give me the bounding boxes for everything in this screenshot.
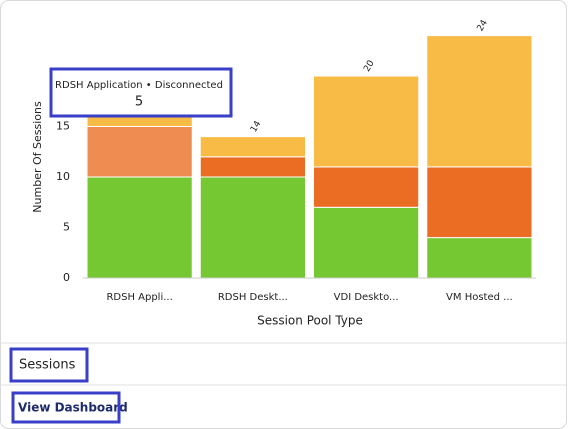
tooltip-box	[49, 67, 233, 118]
x-tick-label: RDSH Appli...	[106, 292, 172, 303]
bar-segment	[199, 176, 306, 279]
bar-segment	[86, 115, 193, 128]
y-tick-label: 15	[56, 120, 70, 133]
bar-segment	[313, 166, 420, 208]
view-dashboard-link[interactable]: View Dashboard	[18, 401, 128, 415]
bar-segment	[313, 206, 420, 279]
tooltip: RDSH Application • Disconnected 5	[49, 67, 233, 118]
x-tick-label: VDI Deskto...	[334, 292, 399, 303]
x-axis-title: Session Pool Type	[257, 314, 363, 328]
tooltip-label: RDSH Application • Disconnected	[55, 80, 223, 91]
y-tick-label: 5	[63, 221, 70, 234]
x-tick-label: RDSH Deskt...	[218, 292, 288, 303]
section-title: Sessions	[19, 358, 76, 373]
highlight-box	[9, 347, 89, 383]
y-tick-label: 10	[56, 170, 70, 183]
bar-segment	[426, 35, 533, 168]
y-axis-title: Number Of Sessions	[31, 101, 44, 213]
x-tick-label: VM Hosted ...	[446, 292, 513, 303]
highlight-box	[11, 391, 121, 424]
bar-segment	[426, 166, 533, 239]
y-tick-label: 0	[63, 271, 70, 284]
bar-segment	[199, 136, 306, 158]
tooltip-value: 5	[135, 95, 143, 110]
bar-segment	[426, 237, 533, 279]
bar-segment	[86, 126, 193, 178]
bar-segment	[86, 176, 193, 279]
bar-segment	[313, 75, 420, 168]
bar-segment	[199, 156, 306, 178]
